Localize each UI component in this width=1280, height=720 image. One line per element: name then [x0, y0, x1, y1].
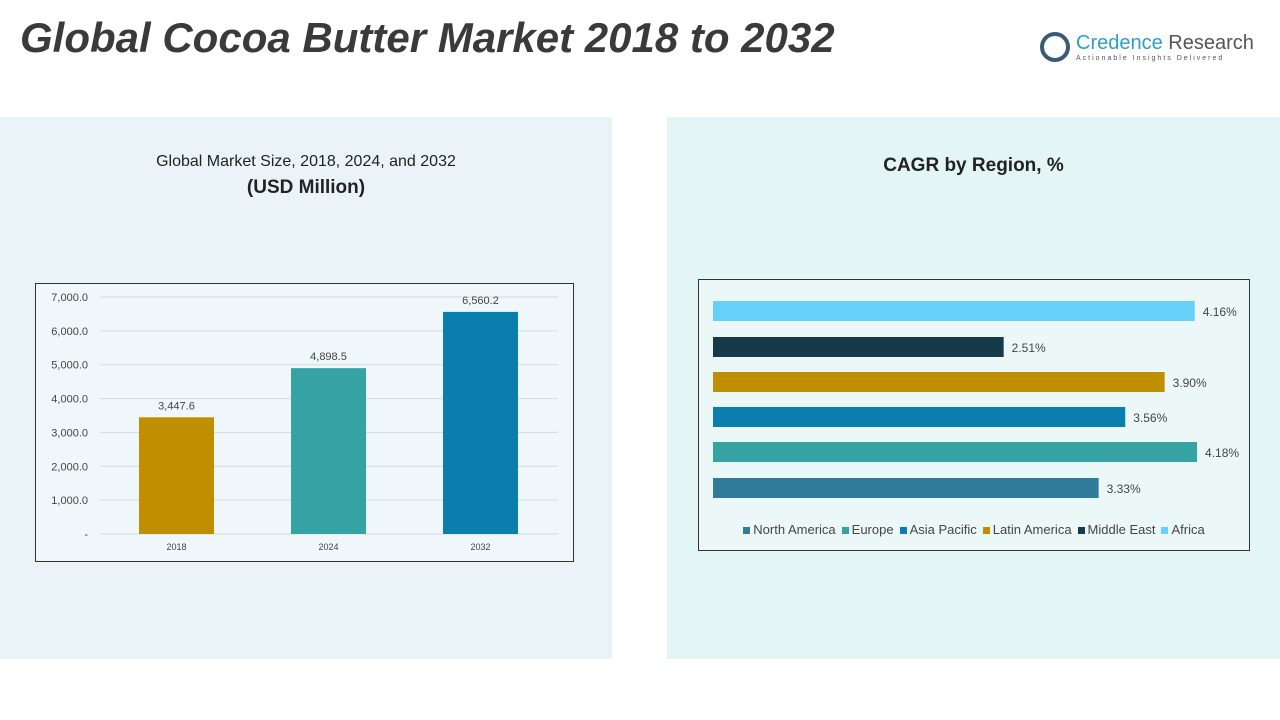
legend-swatch: [1161, 527, 1169, 534]
market-size-title: Global Market Size, 2018, 2024, and 2032: [156, 153, 456, 170]
data-label: 3.90%: [1173, 376, 1207, 390]
y-tick-label: 3,000.0: [51, 427, 88, 439]
legend-swatch: [1077, 527, 1085, 534]
logo-icon: [1040, 32, 1070, 62]
legend-item: North America: [743, 522, 836, 537]
bar-latin-america: [713, 372, 1165, 392]
bar-2024: [291, 368, 366, 534]
logo-name-a: Credence: [1076, 32, 1163, 54]
legend-swatch: [743, 527, 751, 534]
bar-europe: [713, 442, 1198, 462]
legend-swatch: [982, 527, 990, 534]
market-size-chart: - 1,000.0 2,000.0 3,000.0 4,000.0 5,000.0 6,00…: [51, 292, 558, 552]
bar-middle-east: [713, 337, 1004, 357]
legend-item: Asia Pacific: [899, 522, 977, 537]
data-label: 3.33%: [1107, 482, 1141, 496]
market-size-subtitle: (USD Million): [246, 177, 366, 198]
legend-label: Latin America: [992, 522, 1072, 537]
y-tick-label: 4,000.0: [51, 394, 88, 406]
legend-label: Asia Pacific: [909, 522, 977, 537]
legend-item: Latin America: [982, 522, 1072, 537]
x-tick-label: 2024: [318, 542, 338, 552]
legend-item: Africa: [1161, 522, 1205, 537]
logo-tagline: Actionable Insights Delivered: [1076, 55, 1225, 62]
legend-label: North America: [753, 522, 836, 537]
data-label: 3,447.6: [158, 400, 195, 412]
page-title: Global Cocoa Butter Market 2018 to 2032: [20, 14, 835, 61]
legend-item: Middle East: [1077, 522, 1156, 537]
legend-swatch: [899, 527, 907, 534]
legend-item: Europe: [841, 522, 894, 537]
data-label: 4,898.5: [310, 351, 347, 363]
legend-label: Africa: [1171, 522, 1205, 537]
bar-africa: [713, 301, 1195, 321]
y-tick-label: 1,000.0: [51, 495, 88, 507]
logo-name-b: Research: [1162, 32, 1254, 54]
bar-north-america: [713, 478, 1099, 498]
y-tick-label: 2,000.0: [51, 461, 88, 473]
cagr-title: CAGR by Region, %: [883, 155, 1064, 176]
data-label: 3.56%: [1133, 411, 1167, 425]
legend-label: Middle East: [1087, 522, 1156, 537]
bar-2032: [443, 311, 518, 534]
legend-label: Europe: [851, 522, 894, 537]
logo: Credence Research Actionable Insights De…: [1040, 32, 1254, 62]
y-tick-label: 7,000.0: [51, 292, 88, 304]
data-label: 2.51%: [1012, 341, 1046, 355]
data-label: 4.18%: [1205, 446, 1239, 460]
data-label: 6,560.2: [462, 295, 499, 307]
y-tick-label: 5,000.0: [51, 360, 88, 372]
x-tick-label: 2018: [166, 542, 186, 552]
data-label: 4.16%: [1203, 305, 1237, 319]
legend-swatch: [841, 527, 849, 534]
cagr-legend: North America Europe Asia Pacific Latin Ame…: [700, 522, 1248, 537]
x-tick-label: 2032: [470, 542, 490, 552]
y-tick-label: 6,000.0: [51, 326, 88, 338]
bar-asia-pacific: [713, 407, 1126, 427]
bar-2018: [139, 417, 214, 534]
y-tick-label: -: [84, 529, 88, 541]
